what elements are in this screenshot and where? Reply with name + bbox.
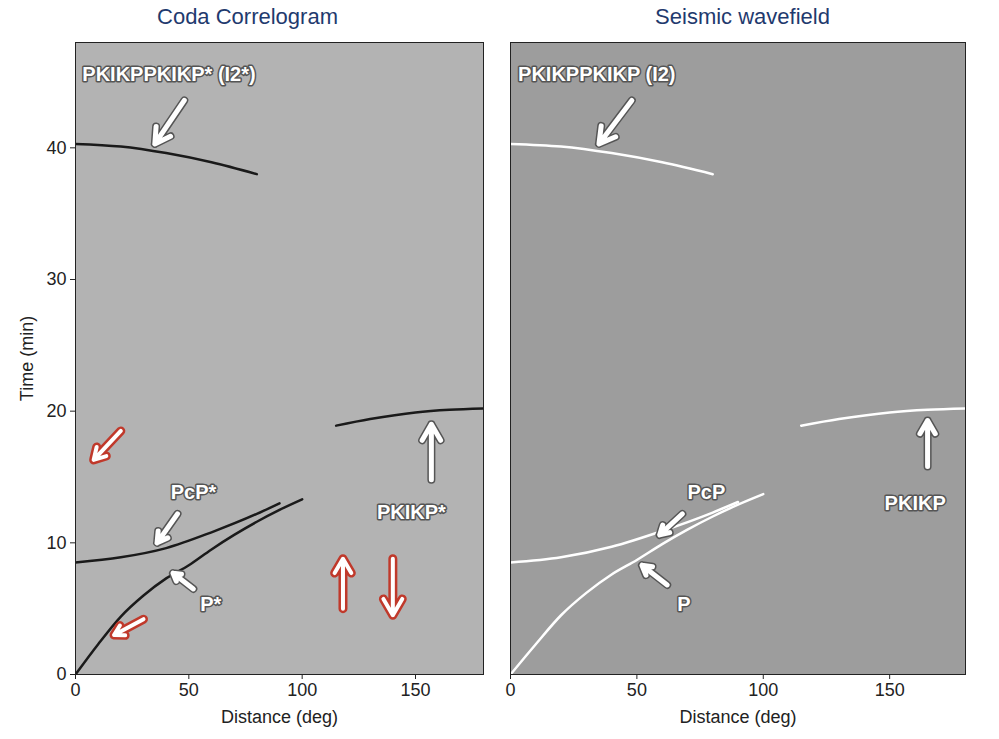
html-text:Seismic wavefield: Seismic wavefield bbox=[655, 4, 830, 29]
svg-text:0: 0 bbox=[505, 680, 515, 700]
svg-text:20: 20 bbox=[46, 401, 66, 421]
svg-text:PcP*: PcP* bbox=[171, 481, 217, 503]
svg-text:PKIKP*: PKIKP* bbox=[377, 501, 446, 523]
svg-text:PcP: PcP bbox=[687, 481, 725, 503]
svg-text:50: 50 bbox=[179, 680, 199, 700]
svg-text:40: 40 bbox=[46, 138, 66, 158]
svg-text:PKIKPPKIKP* (I2*): PKIKPPKIKP* (I2*) bbox=[82, 63, 255, 85]
svg-text:0: 0 bbox=[56, 664, 66, 684]
svg-text:Distance (deg): Distance (deg) bbox=[679, 707, 796, 727]
svg-text:50: 50 bbox=[627, 680, 647, 700]
svg-text:Time (min): Time (min) bbox=[17, 316, 37, 401]
svg-text:150: 150 bbox=[875, 680, 905, 700]
svg-text:10: 10 bbox=[46, 533, 66, 553]
svg-text:P: P bbox=[677, 593, 690, 615]
svg-text:100: 100 bbox=[748, 680, 778, 700]
svg-text:PKIKP: PKIKP bbox=[885, 492, 946, 514]
svg-text:0: 0 bbox=[70, 680, 80, 700]
html-text:Coda Correlogram: Coda Correlogram bbox=[157, 4, 338, 29]
svg-text:150: 150 bbox=[400, 680, 430, 700]
svg-text:PKIKPPKIKP (I2): PKIKPPKIKP (I2) bbox=[518, 63, 675, 85]
svg-text:30: 30 bbox=[46, 269, 66, 289]
svg-text:Distance (deg): Distance (deg) bbox=[221, 707, 338, 727]
svg-text:P*: P* bbox=[200, 593, 221, 615]
svg-text:100: 100 bbox=[287, 680, 317, 700]
